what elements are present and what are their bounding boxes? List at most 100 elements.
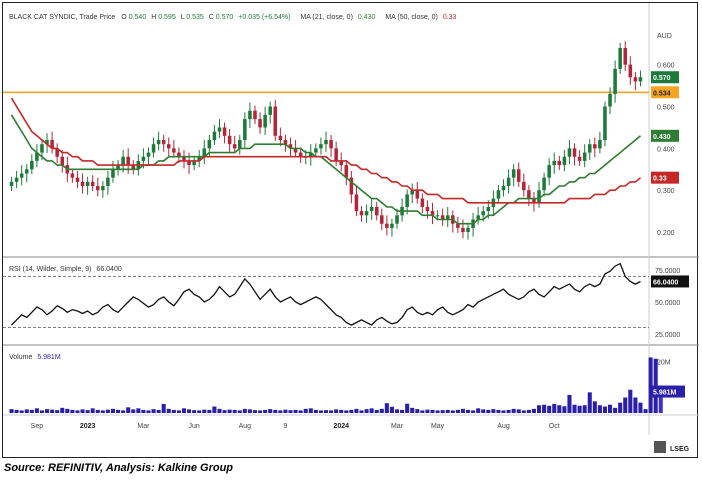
candle-body [258, 119, 262, 128]
candle-body [582, 152, 587, 161]
candle-body [435, 215, 440, 217]
candle-body [197, 156, 201, 161]
candle-body [461, 227, 465, 233]
candle-body [359, 211, 364, 216]
volume-bar [156, 409, 161, 413]
currency-label: AUD [657, 33, 672, 40]
volume-bar [415, 409, 420, 413]
rsi-value-tag-label: 66.0400 [653, 279, 678, 286]
stock-chart[interactable]: BLACK CAT SYNDIC, Trade Price O 0.540 H … [3, 3, 699, 459]
volume-bar [263, 409, 268, 413]
ma21-line [10, 114, 642, 225]
ma50-label: MA (50, close, 0) [385, 14, 438, 21]
candle-body [288, 144, 293, 149]
candle-body [40, 144, 44, 153]
candle-body [577, 156, 582, 161]
price-tag [651, 86, 679, 99]
price-tag-label: 0.33 [653, 176, 667, 183]
price-header: BLACK CAT SYNDIC, Trade Price O 0.540 H … [9, 14, 457, 21]
candle-body [542, 177, 546, 191]
rsi-tick-label: 50.0000 [655, 300, 680, 307]
candle-body [339, 160, 343, 166]
volume-bar [232, 409, 237, 413]
candle-body [623, 47, 628, 65]
candle-body [374, 206, 379, 216]
low-value: 0.535 [186, 14, 204, 21]
volume-bar [572, 404, 577, 413]
volume-bar [623, 397, 628, 413]
volume-bar [460, 408, 465, 413]
volume-bar [151, 409, 156, 413]
volume-bar [80, 409, 85, 413]
candle-body [410, 190, 414, 195]
volume-bar [273, 409, 278, 413]
candle-body [131, 165, 136, 170]
candle-body [253, 110, 257, 120]
candle-body [608, 93, 612, 107]
candle-body [552, 160, 557, 166]
close-label: C [209, 14, 214, 21]
volume-bar [633, 397, 638, 413]
price-tick-label: 0.500 [657, 105, 675, 112]
candle-body [207, 140, 212, 149]
candle-body [273, 106, 278, 136]
candle-body [298, 152, 303, 157]
volume-bar [60, 407, 65, 413]
volume-bar [105, 409, 110, 413]
volume-bar [131, 409, 136, 413]
candle-body [70, 173, 75, 178]
candle-body [212, 131, 217, 140]
candle-body [572, 148, 577, 157]
candle-body [420, 198, 425, 207]
time-axis-label: 2024 [333, 423, 349, 430]
volume-bar [354, 408, 359, 413]
time-axis-label: Sep [31, 423, 44, 430]
high-value: 0.595 [158, 14, 176, 21]
time-axis-label: May [431, 423, 445, 430]
volume-bar [577, 405, 582, 413]
candle-body [405, 194, 409, 207]
candle-body [9, 181, 14, 187]
volume-bar [171, 409, 176, 413]
volume-bar [496, 409, 501, 413]
candle-body [35, 152, 39, 161]
candle-body [349, 177, 354, 195]
volume-bar [313, 409, 318, 413]
candle-body [202, 148, 207, 157]
volume-bar [608, 404, 613, 413]
volume-bar [516, 409, 521, 413]
candle-body [314, 148, 318, 153]
rsi-header: RSI (14, Wilder, Simple, 9) 66.0400 [9, 266, 122, 273]
candle-body [638, 77, 643, 82]
open-value: 0.540 [129, 14, 147, 21]
rsi-label: RSI (14, Wilder, Simple, 9) [9, 266, 91, 273]
candle-body [603, 106, 607, 140]
volume-bar [501, 410, 506, 413]
candle-body [537, 190, 541, 203]
volume-bar [187, 409, 192, 413]
candle-body [440, 215, 445, 220]
ma21-label: MA (21, close, 0) [300, 14, 353, 21]
lseg-logo: LSEG [654, 441, 690, 453]
candle-body [385, 223, 389, 228]
volume-bar [552, 403, 557, 413]
candle-body [106, 177, 110, 187]
candle-body [182, 156, 186, 161]
volume-bar [176, 410, 181, 413]
candle-body [618, 47, 622, 69]
volume-bar [410, 407, 415, 413]
volume-bar [597, 405, 602, 413]
candle-body [364, 211, 369, 216]
high-label: H [151, 14, 156, 21]
volume-bar [536, 405, 542, 413]
volume-bar [592, 401, 597, 413]
price-tag-label: 0.570 [653, 75, 671, 82]
time-axis-label: Mar [391, 423, 404, 430]
price-tag [651, 171, 679, 184]
volume-bar [491, 409, 496, 413]
volume-bar [242, 408, 247, 413]
time-axis-label: 2023 [80, 423, 96, 430]
candle-body [141, 156, 146, 161]
price-tick-label: 0.200 [657, 230, 675, 237]
time-axis-label: Jun [188, 423, 199, 430]
